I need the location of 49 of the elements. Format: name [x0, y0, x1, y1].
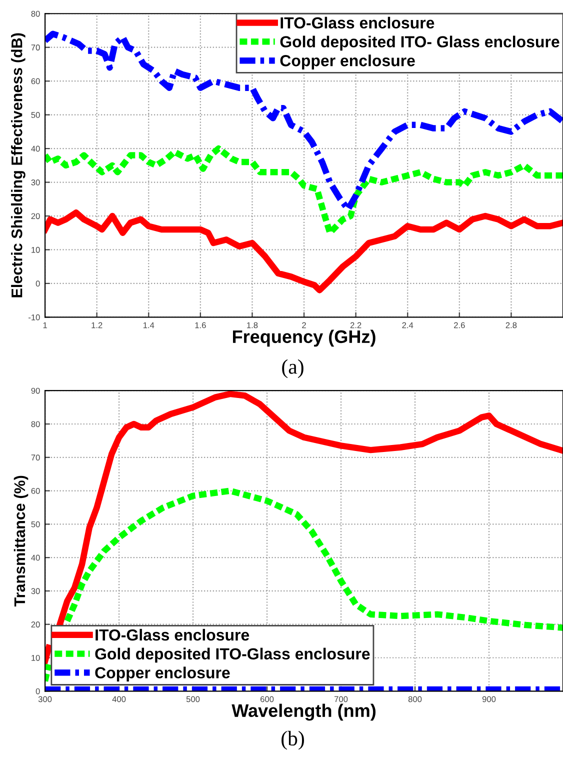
- x-tick-label: 700: [334, 696, 348, 702]
- x-tick-label: 500: [186, 696, 200, 702]
- y-tick-label: 30: [31, 179, 40, 186]
- y-tick-label: 20: [31, 213, 40, 220]
- x-tick-label: 2.8: [506, 322, 517, 328]
- x-tick-label: 1.2: [92, 322, 102, 328]
- legend-label: Gold deposited ITO- Glass enclosure: [280, 36, 560, 51]
- y-tick-label: 80: [31, 421, 40, 428]
- x-tick-label: 600: [260, 696, 274, 702]
- text: (b): [282, 730, 304, 750]
- x-tick-label: 1.4: [143, 322, 154, 328]
- y-tick-label: 80: [31, 10, 40, 17]
- y-tick-label: 0: [36, 688, 40, 694]
- x-tick-label: 900: [482, 696, 496, 702]
- y-tick-label: 20: [31, 622, 40, 628]
- y-tick-label: 0: [36, 280, 40, 287]
- text: (a): [282, 359, 304, 378]
- legend-label: Copper enclosure: [280, 54, 415, 70]
- y-tick-label: 30: [31, 588, 40, 594]
- legend-label: Copper enclosure: [95, 666, 230, 682]
- x-tick-label: 1.6: [195, 322, 206, 328]
- legend-label: Gold deposited ITO-Glass enclosure: [95, 648, 370, 663]
- y-tick-label: 50: [31, 521, 40, 528]
- legend-label: ITO-Glass enclosure: [280, 16, 434, 29]
- y-tick-label: -10: [28, 314, 40, 320]
- y-tick-label: 70: [31, 454, 40, 460]
- x-tick-label: 1: [43, 322, 47, 328]
- legend-label: ITO-Glass enclosure: [96, 628, 250, 641]
- x-tick-label: 300: [38, 696, 52, 702]
- x-tick-label: 400: [112, 696, 126, 702]
- y-tick-label: 40: [31, 554, 40, 561]
- x-axis-title: Frequency (GHz): [233, 330, 376, 347]
- y-tick-label: 40: [31, 146, 40, 152]
- x-tick-label: 1.8: [247, 322, 258, 328]
- x-tick-label: 800: [408, 696, 422, 702]
- y-axis-title: Transmittance (%): [14, 476, 28, 606]
- y-axis-title: Electric Shielding Effectiveness (dB): [11, 33, 26, 298]
- y-tick-label: 10: [32, 654, 40, 661]
- x-tick-label: 2.4: [402, 322, 414, 328]
- y-tick-label: 70: [31, 44, 40, 50]
- y-tick-label: 60: [31, 488, 40, 494]
- x-axis-title: Wavelength (nm): [232, 704, 376, 721]
- x-tick-label: 2: [302, 322, 306, 328]
- x-tick-label: 2.2: [350, 322, 362, 328]
- y-tick-label: 50: [31, 112, 40, 118]
- y-tick-label: 10: [32, 246, 40, 253]
- y-tick-label: 60: [31, 78, 40, 84]
- x-tick-label: 2.6: [454, 322, 465, 328]
- y-tick-label: 90: [31, 388, 40, 394]
